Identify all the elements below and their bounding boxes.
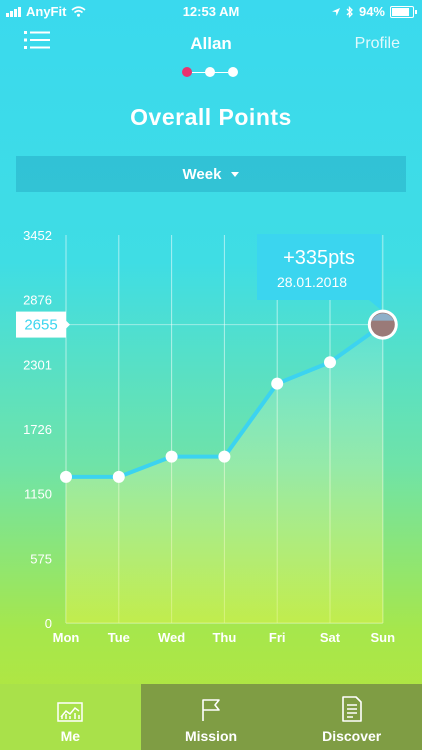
period-dropdown[interactable]: Week bbox=[16, 156, 406, 192]
x-tick-label: Sat bbox=[320, 630, 341, 645]
y-tick-label: 575 bbox=[30, 551, 52, 566]
points-chart: 0 575 1150 1726 2301 2876 3452 Mon Tue Wed Thu Fri… bbox=[16, 228, 398, 645]
pager-dot[interactable] bbox=[228, 67, 238, 77]
tab-label: Discover bbox=[322, 728, 382, 744]
chart-icon bbox=[57, 702, 84, 722]
x-tick-label: Thu bbox=[212, 630, 236, 645]
current-value-label: 2655 bbox=[24, 317, 57, 334]
y-tick-label: 0 bbox=[45, 616, 52, 631]
pager-dot[interactable] bbox=[205, 67, 215, 77]
battery-percent: 94% bbox=[358, 4, 385, 19]
x-tick-label: Mon bbox=[53, 630, 80, 645]
current-value-box bbox=[16, 311, 66, 338]
x-tick-label: Sun bbox=[371, 630, 396, 645]
data-point[interactable] bbox=[112, 470, 125, 483]
tab-label: Mission bbox=[184, 728, 238, 744]
status-left: AnyFit bbox=[6, 4, 86, 19]
carrier-name: AnyFit bbox=[26, 4, 67, 19]
wifi-icon bbox=[71, 6, 86, 17]
status-right: 94% bbox=[331, 4, 417, 19]
y-tick-label: 1726 bbox=[23, 422, 52, 437]
profile-link[interactable]: Profile bbox=[354, 35, 400, 52]
tooltip-pointer bbox=[369, 300, 381, 310]
tooltip-box bbox=[257, 234, 381, 300]
caret-down-icon bbox=[231, 171, 240, 177]
x-tick-label: Fri bbox=[269, 630, 286, 645]
y-tick-label: 2876 bbox=[23, 293, 52, 308]
x-tick-label: Wed bbox=[158, 630, 185, 645]
data-point[interactable] bbox=[271, 377, 284, 390]
data-point[interactable] bbox=[218, 450, 231, 463]
nav-title: Allan bbox=[190, 34, 232, 53]
chart-area-fill bbox=[66, 324, 383, 623]
x-tick-label: Tue bbox=[108, 630, 130, 645]
avatar[interactable] bbox=[367, 309, 398, 340]
battery-icon bbox=[390, 5, 417, 18]
tab-discover[interactable]: Discover bbox=[281, 684, 422, 750]
tooltip: +335pts 28.01.2018 bbox=[257, 234, 381, 310]
tooltip-delta: +335pts bbox=[283, 247, 355, 269]
document-icon bbox=[341, 696, 362, 722]
signal-icon bbox=[6, 6, 21, 17]
bluetooth-icon bbox=[346, 5, 353, 18]
flag-icon bbox=[202, 699, 220, 721]
list-icon[interactable] bbox=[24, 30, 50, 50]
current-value-pointer bbox=[66, 320, 70, 329]
data-point[interactable] bbox=[324, 356, 336, 369]
status-bar: AnyFit 12:53 AM 94% bbox=[0, 0, 422, 22]
current-value-marker: 2655 bbox=[16, 311, 70, 338]
page-title: Overall Points bbox=[130, 104, 292, 130]
y-tick-label: 1150 bbox=[24, 487, 52, 502]
data-point[interactable] bbox=[165, 450, 178, 463]
nav-bar: Allan Profile bbox=[0, 26, 422, 62]
period-label: Week bbox=[182, 165, 222, 183]
y-tick-label: 2301 bbox=[23, 357, 52, 372]
tab-label: Me bbox=[60, 728, 81, 744]
page-indicator bbox=[182, 66, 238, 78]
location-icon bbox=[331, 7, 340, 16]
data-point[interactable] bbox=[60, 470, 72, 483]
pager-connector bbox=[214, 72, 228, 73]
pager-dot-active[interactable] bbox=[182, 67, 192, 77]
tab-bar: Me Mission Discover bbox=[0, 684, 422, 750]
y-tick-label: 3452 bbox=[23, 228, 52, 243]
tooltip-date: 28.01.2018 bbox=[277, 274, 347, 290]
tab-mission[interactable]: Mission bbox=[140, 684, 282, 750]
tab-me[interactable]: Me bbox=[0, 684, 141, 750]
status-time: 12:53 AM bbox=[182, 4, 240, 19]
pager-connector bbox=[192, 72, 206, 73]
